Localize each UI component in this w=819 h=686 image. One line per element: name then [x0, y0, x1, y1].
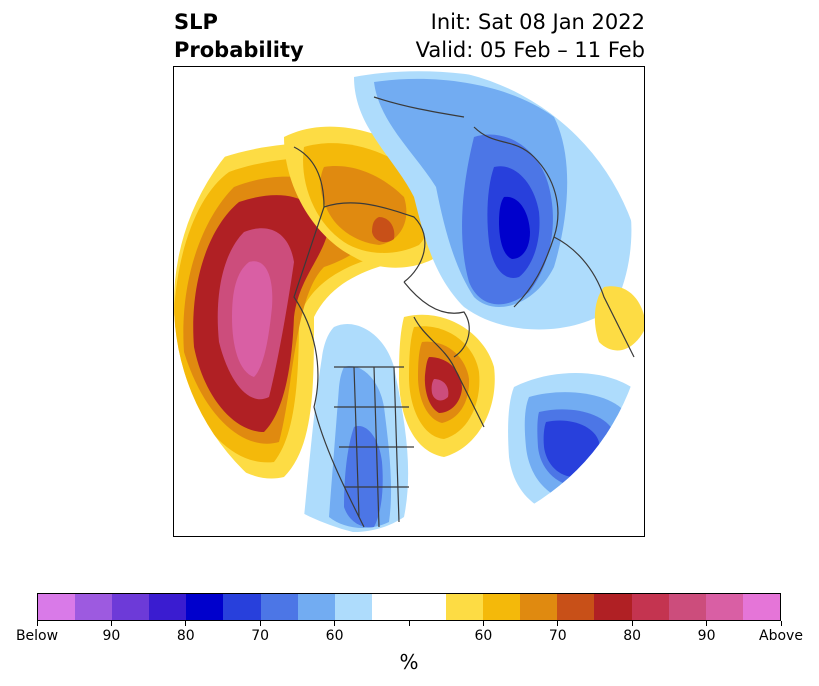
valid-range: Valid: 05 Feb – 11 Feb — [415, 38, 645, 62]
colorbar-segment — [557, 594, 595, 620]
atlantic-below-anomaly — [508, 373, 644, 518]
init-date: Init: Sat 08 Jan 2022 — [430, 10, 645, 34]
colorbar-tick-label: Above — [759, 628, 803, 644]
colorbar-tick-label: 90 — [697, 628, 716, 644]
title-type: Probability — [174, 38, 304, 62]
colorbar-segment — [594, 594, 632, 620]
colorbar-unit: % — [399, 650, 419, 674]
chart-title-left: SLP Probability — [174, 8, 304, 64]
canada-above-anomaly — [399, 314, 495, 457]
colorbar-tick — [259, 621, 261, 626]
colorbar-segment — [742, 594, 780, 620]
colorbar-tick-label: 90 — [102, 628, 121, 644]
colorbar-segment — [38, 594, 76, 620]
colorbar-tick — [482, 621, 484, 626]
colorbar-segment — [446, 594, 484, 620]
colorbar-tick-label: 70 — [548, 628, 567, 644]
colorbar-segment — [149, 594, 187, 620]
colorbar-segment — [408, 594, 447, 620]
colorbar-segment — [520, 594, 558, 620]
colorbar-tick-label: 60 — [325, 628, 344, 644]
colorbar-tick — [36, 621, 38, 626]
colorbar-segment — [371, 594, 409, 620]
colorbar-tick — [408, 621, 410, 626]
colorbar-segment — [260, 594, 298, 620]
colorbar-tick-label: 70 — [251, 628, 270, 644]
colorbar — [37, 593, 781, 621]
colorbar-segment — [334, 594, 372, 620]
colorbar-segment — [631, 594, 669, 620]
colorbar-tick — [631, 621, 633, 626]
colorbar-segment — [297, 594, 335, 620]
map-panel — [173, 66, 645, 537]
colorbar-tick-label: 80 — [176, 628, 195, 644]
colorbar-tick-label: 60 — [474, 628, 493, 644]
colorbar-tick-label: Below — [15, 628, 59, 644]
colorbar-tick — [780, 621, 782, 626]
coastlines — [293, 96, 635, 528]
pole-mask — [399, 292, 421, 314]
east-atlantic-above — [594, 286, 644, 351]
colorbar-tick-label: 80 — [623, 628, 642, 644]
eurasia-below-anomaly — [354, 71, 632, 330]
colorbar-segment — [705, 594, 743, 620]
colorbar-tick — [334, 621, 336, 626]
colorbar-tick — [557, 621, 559, 626]
colorbar-tick — [185, 621, 187, 626]
polar-map — [174, 71, 644, 532]
colorbar-segment — [186, 594, 224, 620]
colorbar-tick — [110, 621, 112, 626]
colorbar-segment — [483, 594, 521, 620]
colorbar-segment — [668, 594, 706, 620]
chart-title-right: Init: Sat 08 Jan 2022 Valid: 05 Feb – 11… — [416, 8, 645, 64]
colorbar-segment — [223, 594, 261, 620]
colorbar-segment — [112, 594, 150, 620]
colorbar-tick — [706, 621, 708, 626]
colorbar-segment — [75, 594, 113, 620]
title-variable: SLP — [174, 10, 218, 34]
